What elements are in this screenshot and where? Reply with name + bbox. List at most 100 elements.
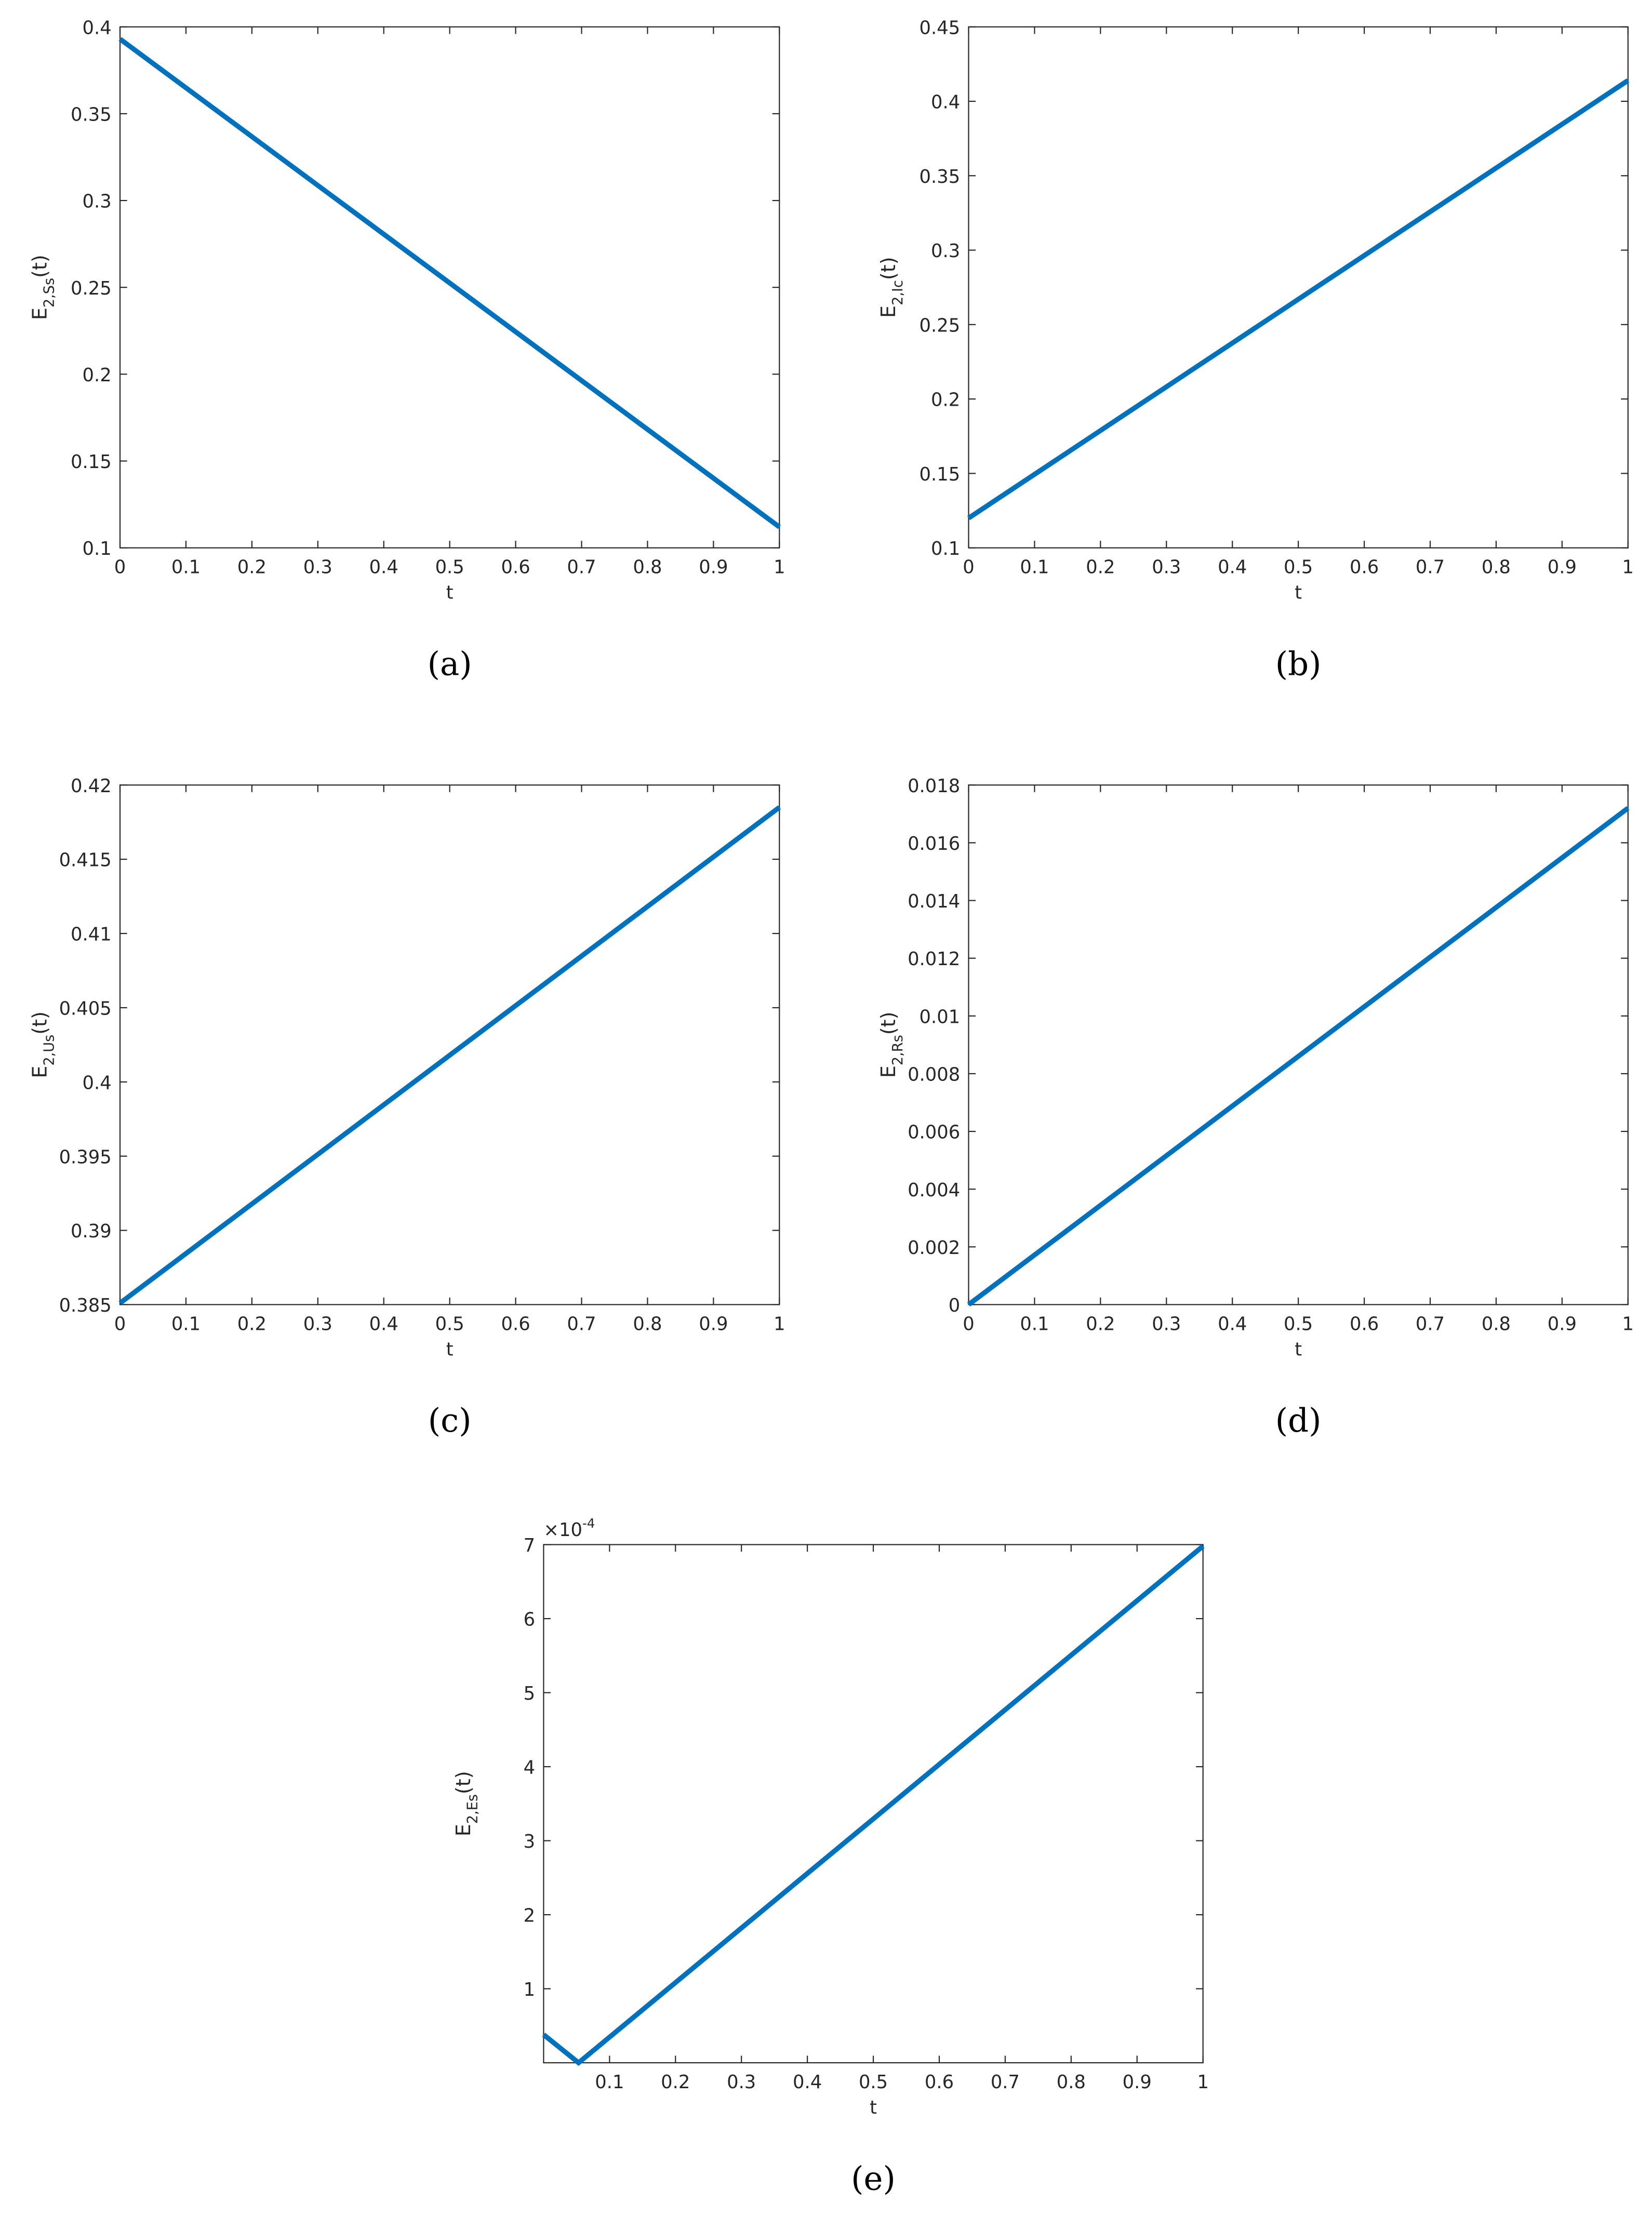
x-tick-label: 0.3 [1152,1313,1181,1334]
y-tick-label: 0.3 [931,241,960,262]
subplot: 0 0.1 0.2 0.3 0.4 0.5 0.6 0.7 0.8 0.9 1 0.385 0.39 0.… [29,776,785,1439]
y-tick-label: 0 [949,1295,960,1316]
data-line [118,805,781,1305]
y-tick-label: 3 [524,1831,535,1852]
y-tick-label: 0.15 [71,451,112,473]
data-line [542,1544,1205,2066]
y-tick-label: 0.4 [931,92,960,113]
y-tick-label: 0.45 [920,17,961,38]
x-tick-label: 0.1 [595,2072,624,2093]
x-tick-label: 1 [774,1313,785,1334]
x-tick-label: 0.5 [1284,557,1313,578]
y-tick-label: 7 [524,1535,535,1556]
y-tick-label: 0.385 [59,1295,112,1316]
y-axis-label: E2,Us(t) [29,1011,58,1078]
y-tick-label: 0.008 [908,1064,960,1086]
y-tick-label: 5 [524,1683,535,1704]
x-tick-label: 0.3 [727,2072,756,2093]
x-tick-label: 0.6 [1350,1313,1379,1334]
y-label-main: E [877,305,900,318]
x-axis-label: t [1295,582,1302,604]
y-tick-label: 0.1 [931,538,960,559]
subplot: 0 0.1 0.2 0.3 0.4 0.5 0.6 0.7 0.8 0.9 1 0 0.002 0.004… [877,776,1634,1439]
y-label-main: E [452,1824,475,1836]
panel-label: (c) [428,1401,472,1439]
x-tick-label: 1 [1622,557,1634,578]
y-tick-label: 0.016 [908,833,960,855]
x-tick-label: 0.7 [1416,1313,1445,1334]
y-tick-label: 1 [524,1979,535,2000]
x-tick-label: 0.7 [567,557,596,578]
x-tick-label: 1 [1197,2072,1208,2093]
y-tick-label: 0.006 [908,1122,960,1143]
multiplier-exp: -4 [582,1516,595,1531]
panel-label: (d) [1275,1401,1322,1439]
x-tick-label: 0.1 [171,1313,201,1334]
y-axis-label: E2,Es(t) [452,1771,481,1836]
x-tick-label: 0.8 [1482,1313,1511,1334]
x-tick-label: 0.8 [1482,557,1511,578]
x-tick-label: 0.1 [1020,1313,1049,1334]
data-line [118,37,781,529]
x-tick-label: 0.5 [435,1313,464,1334]
x-tick-label: 0.6 [501,557,530,578]
plot-area [968,784,1629,1305]
x-tick-label: 0.2 [661,2072,690,2093]
y-tick-label: 0.395 [59,1146,112,1168]
y-tick-label: 0.35 [920,166,961,188]
y-tick-label: 0.4 [83,1072,112,1093]
x-tick-label: 0 [114,1313,126,1334]
x-tick-label: 0.8 [633,1313,662,1334]
x-tick-label: 0.2 [1086,1313,1115,1334]
x-tick-label: 1 [774,557,785,578]
plot-area [543,1544,1204,2064]
x-tick-label: 0.9 [699,1313,728,1334]
y-tick-label: 0.42 [71,776,112,797]
y-tick-label: 0.2 [83,365,112,386]
subplot: 0.1 0.2 0.3 0.4 0.5 0.6 0.7 0.8 0.9 1 1 2 3 4 5 6 7 t E2,E… [452,1516,1209,2198]
panel-label: (a) [428,645,472,683]
y-tick-label: 2 [524,1905,535,1927]
y-tick-label: 0.35 [71,104,112,125]
y-multiplier: ×10-4 [543,1516,595,1541]
x-tick-label: 0.4 [1218,557,1247,578]
y-label-suffix: (t) [452,1771,475,1794]
panel-label: (e) [851,2160,896,2198]
x-tick-label: 0.7 [991,2072,1020,2093]
x-axis-label: t [870,2097,877,2118]
x-tick-label: 0.2 [1086,557,1115,578]
y-tick-label: 0.25 [71,278,112,299]
x-tick-label: 0.8 [633,557,662,578]
y-tick-label: 0.405 [59,998,112,1020]
y-tick-label: 0.3 [83,191,112,212]
y-axis-label: E2,Ic(t) [877,257,906,318]
y-tick-label: 0.415 [59,850,112,871]
x-tick-label: 0.4 [369,557,398,578]
x-tick-label: 0.4 [369,1313,398,1334]
x-tick-label: 0.1 [1020,557,1049,578]
x-tick-label: 0.3 [1152,557,1181,578]
x-tick-label: 0.2 [237,557,267,578]
y-tick-label: 0.2 [931,390,960,411]
x-tick-label: 0.5 [1284,1313,1313,1334]
y-label-suffix: (t) [29,1011,51,1035]
x-axis-label: t [1295,1339,1302,1360]
x-tick-label: 0.1 [171,557,201,578]
subplot: 0 0.1 0.2 0.3 0.4 0.5 0.6 0.7 0.8 0.9 10.10.150.20… [29,17,785,683]
x-tick-label: 0.4 [1218,1313,1247,1334]
y-label-main: E [29,308,51,320]
y-tick-label: 0.41 [71,924,112,945]
x-tick-label: 0.9 [699,557,728,578]
y-label-suffix: (t) [877,1012,900,1035]
y-tick-label: 0.4 [83,17,112,38]
y-tick-label: 4 [524,1757,535,1779]
x-tick-label: 0.7 [1416,557,1445,578]
y-axis-label: E2,Rs(t) [877,1012,906,1078]
y-tick-label: 0.018 [908,776,960,797]
y-tick-label: 0.014 [908,891,960,912]
plot-area [968,26,1629,549]
y-tick-label: 6 [524,1609,535,1631]
y-label-sub: 2,Ss [41,278,57,308]
panel-label: (b) [1275,645,1322,683]
